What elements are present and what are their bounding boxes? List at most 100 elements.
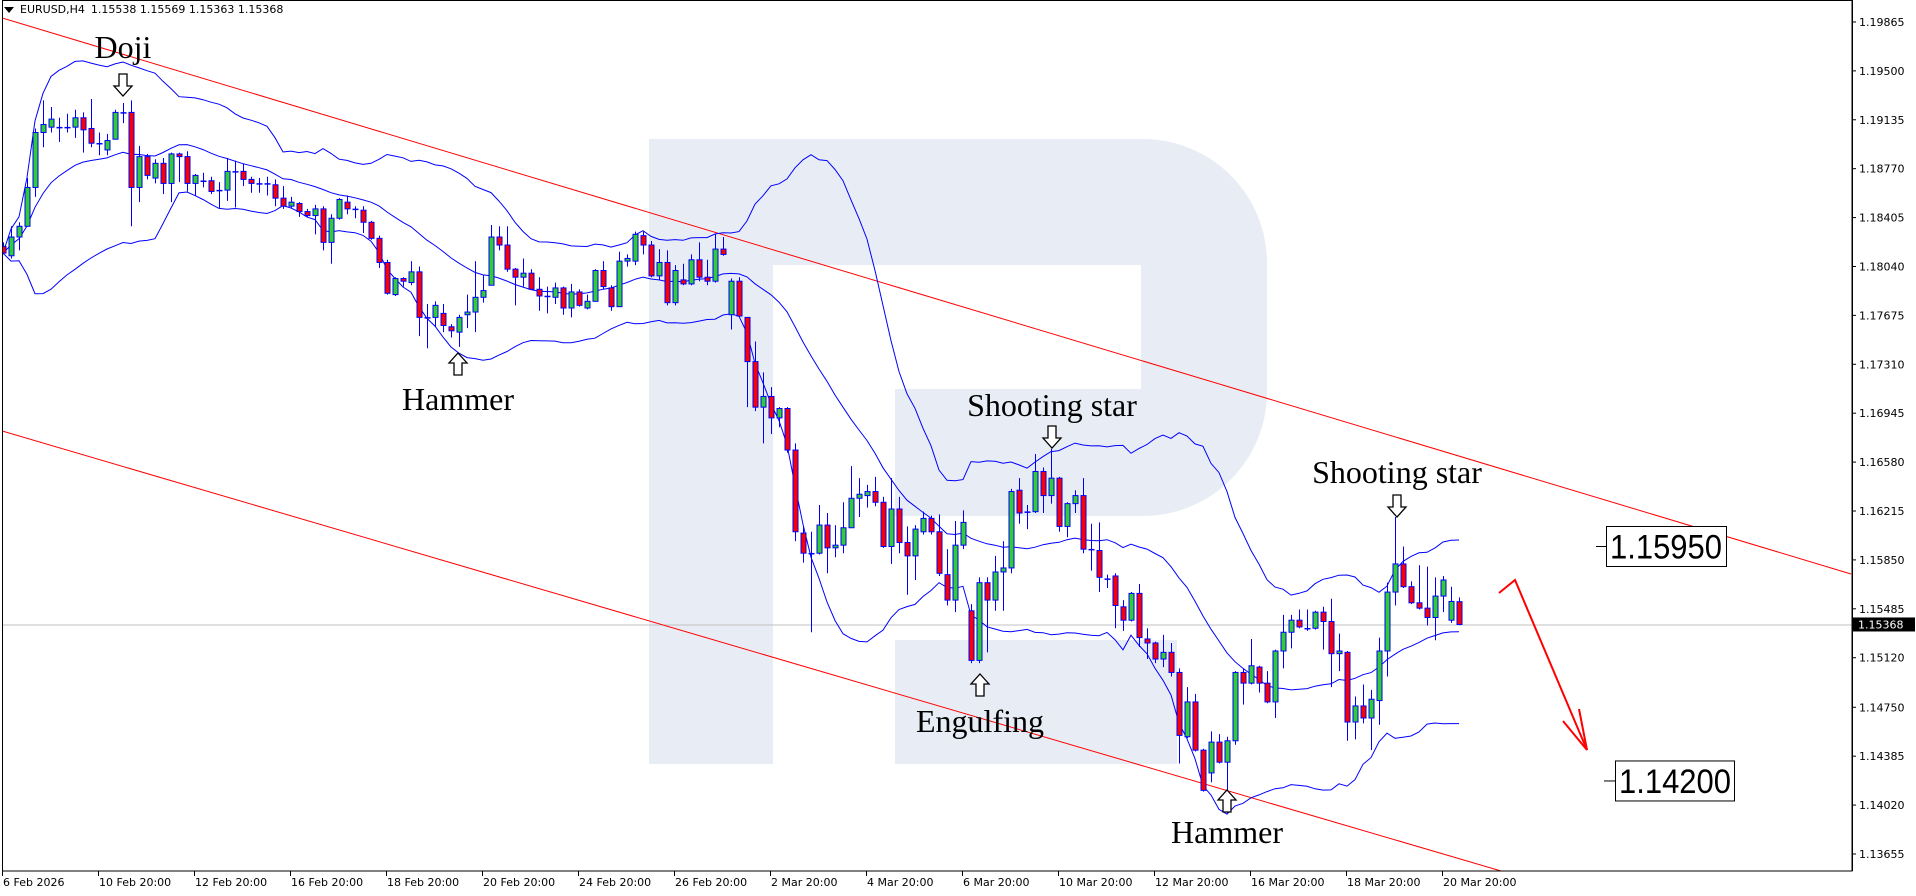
candle-body-bear <box>1456 601 1463 625</box>
candle-body-bull <box>1048 477 1055 497</box>
channel-upper-line[interactable] <box>3 17 1852 575</box>
pattern-annotation: Hammer <box>402 352 514 417</box>
candle-body-bear <box>944 574 951 601</box>
candle <box>1216 734 1223 764</box>
candle <box>1144 628 1151 660</box>
ohlc-values: 1.15538 1.15569 1.15363 1.15368 <box>90 3 284 16</box>
forecast-arrow[interactable] <box>1498 578 1588 751</box>
candle <box>608 285 615 311</box>
candle-body-bull <box>32 132 39 188</box>
candle <box>376 235 383 268</box>
candle <box>272 179 279 207</box>
candle-body-bear <box>360 209 367 223</box>
candle <box>216 182 223 209</box>
candle <box>976 577 983 664</box>
candle-body-bear <box>1096 550 1103 578</box>
candle <box>736 277 743 318</box>
candle-body-bull <box>888 508 895 548</box>
candle <box>624 254 631 267</box>
candle <box>400 277 407 287</box>
candle <box>544 286 551 314</box>
candle <box>928 515 935 535</box>
pattern-annotation: Doji <box>95 29 152 97</box>
candle <box>1264 671 1271 704</box>
price-tick-label: 1.13655 <box>1859 848 1905 861</box>
candle-body-bull <box>552 287 559 298</box>
channel-lower-line[interactable] <box>3 430 1523 877</box>
candle <box>720 237 727 256</box>
candle-body-bear <box>968 610 975 661</box>
pattern-label: Engulfing <box>916 703 1044 739</box>
candle-body-bull <box>1248 665 1255 684</box>
candle <box>520 258 527 287</box>
candle <box>456 314 463 347</box>
pattern-label: Hammer <box>402 381 514 417</box>
candle-body-bear <box>536 288 543 297</box>
time-tick-label: 12 Feb 20:00 <box>195 876 267 889</box>
candle-body-bear <box>512 268 519 278</box>
candle-body-bear <box>640 235 647 246</box>
price-axis[interactable]: 1.19865 1.19500 1.19135 1.18770 1.18405 1.180… <box>1852 0 1915 871</box>
candle-body-bull <box>48 118 55 128</box>
candle-body-bull <box>104 140 111 151</box>
price-tick-label: 1.14385 <box>1859 750 1905 763</box>
candle <box>352 206 359 219</box>
logo-r-leg <box>895 640 1177 764</box>
candle-body-bull <box>960 521 967 546</box>
triangle-down-icon[interactable] <box>4 6 14 13</box>
candle-body-bull <box>712 248 719 282</box>
candle-body-bear <box>1176 671 1183 736</box>
forecast-line[interactable] <box>1498 578 1588 751</box>
pattern-label: Shooting star <box>1312 454 1482 490</box>
candle-body-bull <box>632 233 639 262</box>
candle <box>496 226 503 251</box>
candle <box>552 282 559 304</box>
time-tick-label: 6 Feb 2026 <box>3 876 64 889</box>
candle <box>328 214 335 264</box>
candle <box>768 387 775 434</box>
level-value: 1.14200 <box>1619 763 1731 801</box>
candle-body-bull <box>992 571 999 601</box>
candle-body-bear <box>608 287 615 308</box>
time-axis[interactable]: 6 Feb 2026 10 Feb 20:00 12 Feb 20:00 16 Feb… <box>2 871 1517 889</box>
candle <box>1376 637 1383 725</box>
candle <box>952 521 959 613</box>
candle-body-bull <box>432 304 439 318</box>
pattern-annotation: Hammer <box>1171 789 1283 850</box>
candle-body-bull <box>1160 651 1167 660</box>
candle <box>1424 566 1431 626</box>
candle <box>200 172 207 188</box>
candle-body-bull <box>912 528 919 557</box>
candle-body-bull <box>1000 567 1007 573</box>
candle <box>1104 574 1111 589</box>
candle <box>80 112 87 153</box>
candle-body-bull <box>288 201 295 207</box>
time-tick-label: 18 Feb 20:00 <box>387 876 459 889</box>
candle-body-bull <box>8 236 15 257</box>
trend-channel[interactable] <box>3 17 1852 877</box>
candle <box>880 496 887 548</box>
candle-body-bear <box>272 184 279 199</box>
candle-body-bear <box>1344 651 1351 723</box>
target-levels: 1.15950 1.14200 <box>1596 526 1735 802</box>
candle <box>1064 502 1071 538</box>
candle <box>912 525 919 580</box>
candle-body-bear <box>1256 666 1263 684</box>
candle <box>632 231 639 266</box>
candle <box>704 259 711 286</box>
candle-body-bear <box>248 178 255 184</box>
price-tick-label: 1.18770 <box>1859 163 1905 176</box>
candle-body-bear <box>1216 741 1223 763</box>
candle <box>1320 606 1327 650</box>
candle <box>528 269 535 290</box>
candle-body-bear <box>3 245 7 254</box>
candle-body-bull <box>1232 671 1239 742</box>
candle <box>856 478 863 518</box>
candle <box>1384 582 1391 677</box>
candle <box>896 496 903 554</box>
candle <box>1392 517 1399 606</box>
candle <box>752 341 759 412</box>
candle <box>232 160 239 208</box>
candle <box>432 301 439 327</box>
